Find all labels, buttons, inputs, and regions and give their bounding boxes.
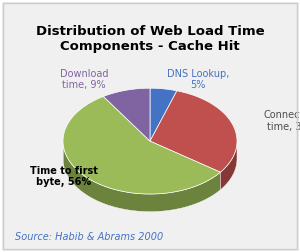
Text: Distribution of Web Load Time
Components - Cache Hit: Distribution of Web Load Time Components… <box>36 25 264 53</box>
Text: Connection
time, 30%: Connection time, 30% <box>264 110 300 132</box>
PathPatch shape <box>63 97 220 194</box>
Text: DNS Lookup,
5%: DNS Lookup, 5% <box>167 69 229 90</box>
Polygon shape <box>63 145 220 212</box>
Text: Source: Habib & Abrams 2000: Source: Habib & Abrams 2000 <box>15 232 163 242</box>
PathPatch shape <box>103 88 150 141</box>
Text: Download
time, 9%: Download time, 9% <box>60 69 108 90</box>
PathPatch shape <box>150 91 237 172</box>
PathPatch shape <box>150 88 177 141</box>
Text: Time to first
byte, 56%: Time to first byte, 56% <box>30 166 98 187</box>
Polygon shape <box>220 142 237 190</box>
